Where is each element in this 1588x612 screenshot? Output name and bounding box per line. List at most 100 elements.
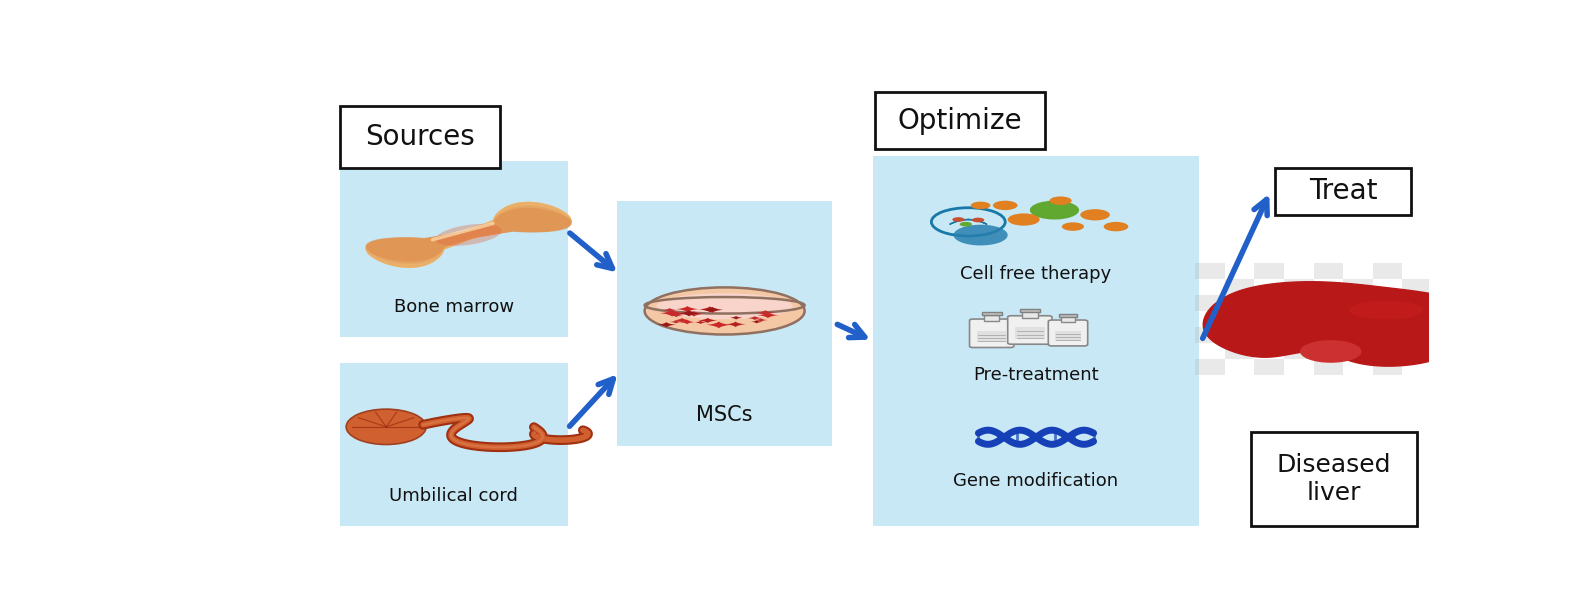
Text: MSCs: MSCs <box>697 405 753 425</box>
Text: Treat: Treat <box>1309 177 1377 205</box>
Bar <box>1313 327 1343 343</box>
Bar <box>1255 263 1285 279</box>
Circle shape <box>992 201 1018 210</box>
Polygon shape <box>662 308 678 312</box>
Polygon shape <box>365 207 572 262</box>
FancyBboxPatch shape <box>1054 330 1081 341</box>
FancyBboxPatch shape <box>1059 314 1077 317</box>
Bar <box>1461 279 1491 295</box>
Text: Diseased
liver: Diseased liver <box>1277 453 1391 505</box>
Polygon shape <box>707 321 732 329</box>
Text: Optimize: Optimize <box>897 106 1023 135</box>
Bar <box>1224 311 1255 327</box>
Bar <box>1196 359 1224 375</box>
Bar <box>1313 295 1343 311</box>
Bar <box>1432 263 1461 279</box>
Polygon shape <box>676 310 700 316</box>
Polygon shape <box>699 307 721 313</box>
Polygon shape <box>673 318 691 323</box>
Bar <box>1461 343 1491 359</box>
Polygon shape <box>751 320 762 324</box>
Bar <box>1285 311 1313 327</box>
Bar <box>1402 343 1432 359</box>
Text: Pre-treatment: Pre-treatment <box>973 366 1099 384</box>
Polygon shape <box>748 316 762 320</box>
Bar <box>1224 343 1255 359</box>
Circle shape <box>1104 222 1129 231</box>
Polygon shape <box>670 320 683 324</box>
Bar <box>1224 279 1255 295</box>
Bar <box>1196 327 1224 343</box>
Polygon shape <box>365 206 572 264</box>
Text: Bone marrow: Bone marrow <box>394 298 515 316</box>
Ellipse shape <box>1350 300 1423 319</box>
Bar <box>1343 311 1372 327</box>
FancyBboxPatch shape <box>1008 316 1051 344</box>
Text: Sources: Sources <box>365 123 475 151</box>
Circle shape <box>970 201 991 209</box>
Polygon shape <box>757 312 780 318</box>
Text: Umbilical cord: Umbilical cord <box>389 487 518 505</box>
Polygon shape <box>667 313 686 317</box>
Bar <box>1432 327 1461 343</box>
Bar <box>1372 359 1402 375</box>
Ellipse shape <box>435 224 502 246</box>
Polygon shape <box>678 320 696 324</box>
Polygon shape <box>697 318 718 323</box>
Polygon shape <box>729 316 743 319</box>
Bar <box>1255 359 1285 375</box>
FancyBboxPatch shape <box>1061 316 1075 323</box>
Polygon shape <box>756 310 775 315</box>
Polygon shape <box>1204 282 1482 366</box>
Bar <box>1461 311 1491 327</box>
Circle shape <box>1008 214 1040 226</box>
Circle shape <box>972 218 985 222</box>
FancyBboxPatch shape <box>981 312 1002 315</box>
FancyBboxPatch shape <box>970 319 1013 348</box>
Bar <box>1196 263 1224 279</box>
Polygon shape <box>656 322 676 327</box>
Bar <box>1255 295 1285 311</box>
FancyBboxPatch shape <box>985 315 999 321</box>
FancyBboxPatch shape <box>1023 312 1037 318</box>
Bar <box>1343 279 1372 295</box>
FancyBboxPatch shape <box>1048 320 1088 346</box>
Bar <box>1285 279 1313 295</box>
Bar <box>1285 343 1313 359</box>
Circle shape <box>1062 222 1085 231</box>
Bar <box>1402 279 1432 295</box>
Polygon shape <box>676 306 699 312</box>
FancyBboxPatch shape <box>1275 168 1410 215</box>
Bar <box>1402 311 1432 327</box>
Circle shape <box>1050 196 1072 205</box>
Bar <box>1255 327 1285 343</box>
Bar <box>1432 295 1461 311</box>
Circle shape <box>953 217 964 222</box>
FancyBboxPatch shape <box>875 92 1045 149</box>
FancyBboxPatch shape <box>340 106 500 168</box>
FancyBboxPatch shape <box>618 201 832 446</box>
Ellipse shape <box>346 409 426 444</box>
Polygon shape <box>694 321 707 324</box>
Polygon shape <box>726 321 746 327</box>
Bar <box>1372 295 1402 311</box>
Circle shape <box>1080 209 1110 220</box>
FancyBboxPatch shape <box>977 331 1007 342</box>
Bar <box>1372 263 1402 279</box>
Polygon shape <box>659 310 686 316</box>
FancyBboxPatch shape <box>1019 308 1040 312</box>
FancyBboxPatch shape <box>873 156 1199 526</box>
Ellipse shape <box>645 288 805 335</box>
Bar <box>1432 359 1461 375</box>
FancyBboxPatch shape <box>1251 431 1416 526</box>
Bar <box>1196 295 1224 311</box>
Text: Cell free therapy: Cell free therapy <box>961 265 1112 283</box>
Circle shape <box>953 225 1008 245</box>
Polygon shape <box>365 202 572 268</box>
Bar <box>1313 359 1343 375</box>
Polygon shape <box>754 318 769 322</box>
Circle shape <box>1031 201 1080 220</box>
FancyBboxPatch shape <box>340 160 569 337</box>
Ellipse shape <box>1301 340 1361 363</box>
Ellipse shape <box>656 293 792 319</box>
